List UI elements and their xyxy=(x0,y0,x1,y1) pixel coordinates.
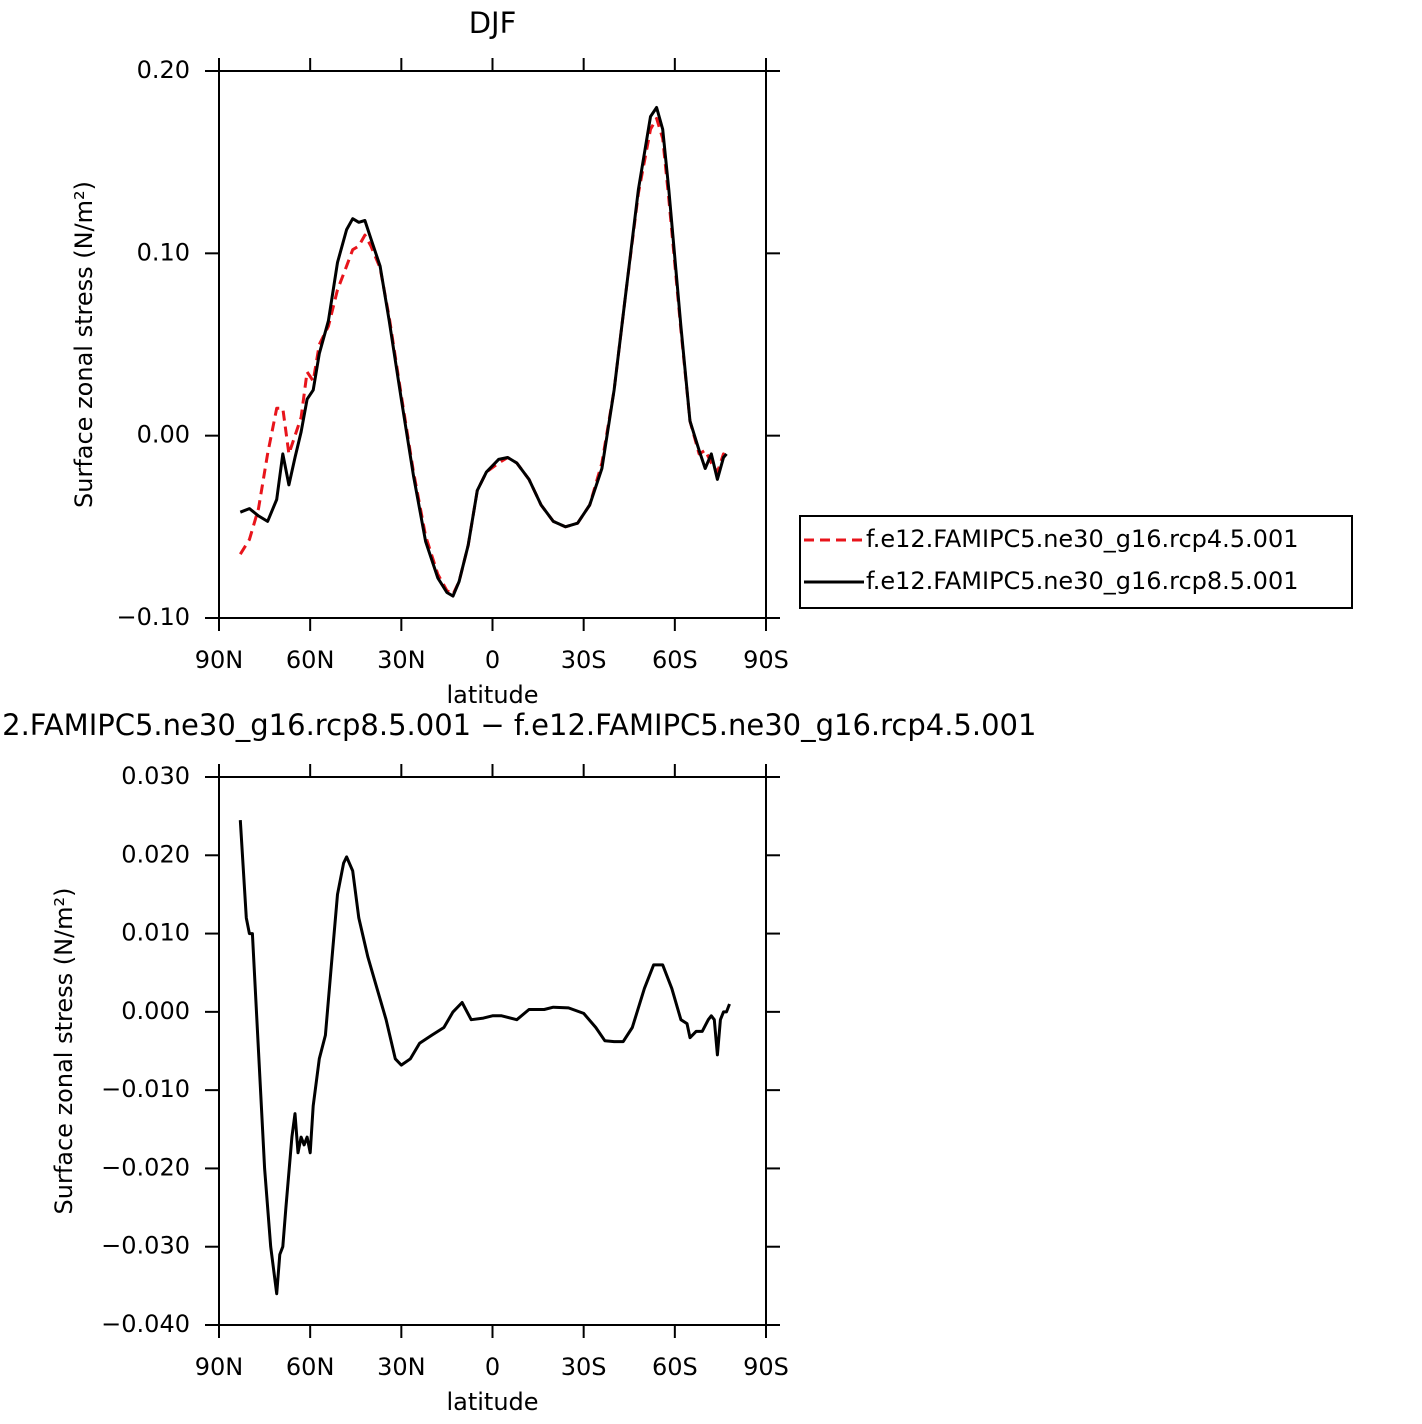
x-tick-label: 90S xyxy=(743,646,789,674)
legend-box xyxy=(799,515,1353,609)
y-tick-label: 0.020 xyxy=(121,840,190,868)
y-tick-label: 0.030 xyxy=(121,762,190,790)
x-tick-label: 90N xyxy=(195,1353,244,1381)
data-line xyxy=(239,106,728,598)
y-tick-label: −0.030 xyxy=(101,1232,190,1260)
x-tick-label: 60S xyxy=(652,1353,698,1381)
x-tick-label: 60N xyxy=(286,1353,335,1381)
y-tick-label: −0.020 xyxy=(101,1153,190,1181)
y-tick-label: 0.20 xyxy=(137,56,190,84)
chart-title: f.e12.FAMIPC5.ne30_g16.rcp8.5.001 − f.e1… xyxy=(0,708,1036,742)
y-tick-label: 0.10 xyxy=(137,238,190,266)
y-tick-label: −0.010 xyxy=(101,1075,190,1103)
x-axis-label: latitude xyxy=(446,1388,538,1416)
y-tick-label: 0.000 xyxy=(121,997,190,1025)
legend-label: f.e12.FAMIPC5.ne30_g16.rcp8.5.001 xyxy=(866,567,1299,595)
x-tick-label: 60N xyxy=(286,646,335,674)
data-line xyxy=(239,116,728,596)
legend-label: f.e12.FAMIPC5.ne30_g16.rcp4.5.001 xyxy=(866,525,1299,553)
x-tick-label: 0 xyxy=(485,1353,500,1381)
x-tick-label: 30S xyxy=(561,1353,607,1381)
x-tick-label: 90N xyxy=(195,646,244,674)
x-tick-label: 90S xyxy=(743,1353,789,1381)
y-axis-label: Surface zonal stress (N/m²) xyxy=(50,888,78,1215)
y-tick-label: −0.040 xyxy=(101,1310,190,1338)
chart-title: DJF xyxy=(469,6,517,40)
x-tick-label: 30N xyxy=(377,1353,426,1381)
y-axis-label: Surface zonal stress (N/m²) xyxy=(70,181,98,508)
data-line xyxy=(238,820,731,1296)
x-tick-label: 30N xyxy=(377,646,426,674)
plot-frame xyxy=(218,776,767,1326)
x-axis-label: latitude xyxy=(446,681,538,709)
y-tick-label: 0.00 xyxy=(137,421,190,449)
y-tick-label: 0.010 xyxy=(121,919,190,947)
x-tick-label: 60S xyxy=(652,646,698,674)
y-tick-label: −0.10 xyxy=(116,603,190,631)
x-tick-label: 30S xyxy=(561,646,607,674)
x-tick-label: 0 xyxy=(485,646,500,674)
